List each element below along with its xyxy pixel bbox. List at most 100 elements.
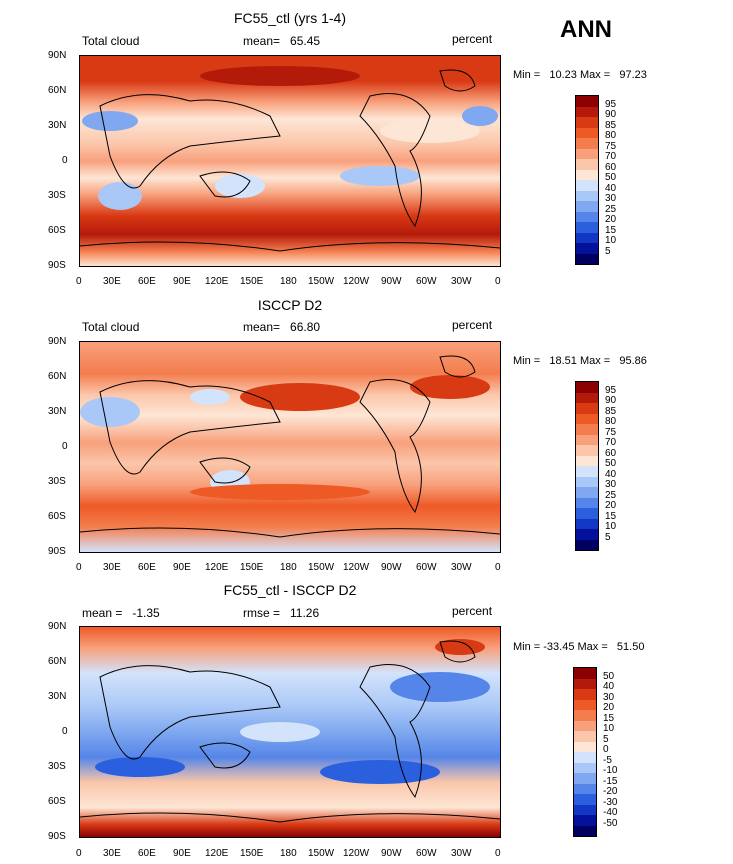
colorbar-label: 70 [605,151,617,162]
colorbar-swatch [576,201,598,212]
panel-minmax: Min = 10.23 Max = 97.23 [513,69,647,81]
cloud-field-map [80,342,500,552]
colorbar-swatch [574,783,596,794]
colorbar-label: 95 [605,98,617,110]
colorbar-swatch [576,180,598,191]
colorbar-swatch [576,392,598,403]
colorbar-swatch [576,169,598,180]
colorbar-label: 10 [605,235,617,246]
colorbar-label: 0 [603,744,609,755]
colorbar-swatch [574,720,596,731]
colorbar-swatch [574,678,596,689]
colorbar-label: 85 [605,119,617,131]
colorbar-swatch [576,497,598,508]
colorbar-swatch [576,382,598,393]
colorbar-label: 40 [605,468,617,480]
colorbar-swatch [576,138,598,149]
lon-tick: 120W [343,276,370,287]
lon-tick: 150W [308,562,335,573]
lat-tick: 30N [48,120,67,131]
colorbar-swatch [576,455,598,466]
lon-tick: 60E [138,848,156,859]
colorbar-label: 25 [605,489,617,501]
lon-tick: 120E [205,848,229,859]
colorbar-swatch [576,434,598,445]
colorbar-label: 5 [605,531,611,543]
colorbar-label: 40 [603,681,615,692]
lon-tick: 180 [280,848,297,859]
colorbar-label: 20 [603,702,615,713]
colorbar: 50 40 30 20 15 10 5 0 -5 -10 -15 -20 -30 -40 -50 [573,667,617,837]
colorbar-label: 60 [605,161,617,173]
lat-tick: 30N [48,406,67,417]
lat-tick: 90S [48,831,66,842]
colorbar-label: 80 [605,130,617,141]
lon-tick: 90W [381,276,402,287]
colorbar-label: 70 [605,437,617,448]
colorbar-swatch [574,794,596,805]
map-plot [79,55,501,267]
colorbar-swatch [576,232,598,243]
lon-tick: 60E [138,562,156,573]
colorbar-label: 50 [603,670,615,682]
colorbar-swatch [574,762,596,773]
panel-right-label: percent [452,604,493,618]
colorbar-swatch [574,752,596,763]
colorbar-label: 30 [605,193,617,204]
colorbar-swatch [576,424,598,435]
colorbar-swatches [575,95,599,265]
lat-tick: 60S [48,511,66,522]
lon-tick: 30E [103,848,121,859]
lon-tick: 60E [138,276,156,287]
lat-tick: 60N [48,656,67,667]
colorbar-label: -10 [603,765,618,776]
colorbar-label: 80 [605,416,617,427]
colorbar-label: 15 [605,510,617,522]
colorbar-swatch [576,222,598,233]
colorbar-label: 90 [605,395,617,406]
lon-tick: 0 [76,848,82,859]
colorbar-label: 50 [605,172,617,183]
colorbar-swatch [574,815,596,826]
colorbar-label: -40 [603,807,618,818]
lon-tick: 60W [416,276,437,287]
colorbar-swatch [574,668,596,679]
lat-tick: 30S [48,190,66,201]
panel-left-label: Total cloud [82,34,140,48]
panel-title: FC55_ctl (yrs 1-4) [233,10,347,26]
colorbar-swatch [574,804,596,815]
colorbar-label: 75 [605,426,617,438]
colorbar-label: 5 [603,733,609,745]
colorbar-swatch [574,773,596,784]
lon-tick: 90W [381,562,402,573]
colorbar-label: 25 [605,203,617,215]
lon-tick: 30W [451,276,472,287]
colorbar-swatch [576,508,598,519]
colorbar-label: 85 [605,405,617,417]
colorbar-swatches [573,667,597,837]
colorbar-label: 20 [605,214,617,225]
colorbar-label: 60 [605,447,617,459]
lon-tick: 0 [76,562,82,573]
colorbar-label: 30 [605,479,617,490]
lon-tick: 0 [76,276,82,287]
lat-tick: 60S [48,225,66,236]
lon-tick: 150W [308,276,335,287]
colorbar-swatch [576,413,598,424]
panel-minmax: Min = -33.45 Max = 51.50 [513,641,645,653]
lon-tick: 0 [495,276,501,287]
lon-tick: 120E [205,276,229,287]
panel-title: ISCCP D2 [257,297,323,313]
lon-tick: 120E [205,562,229,573]
lat-tick: 90N [48,50,67,61]
colorbar-swatch [576,159,598,170]
lon-tick: 30W [451,848,472,859]
colorbar-label: 30 [603,691,615,703]
colorbar-label: -20 [603,786,618,797]
lon-tick: 90W [381,848,402,859]
lon-tick: 180 [280,276,297,287]
lat-tick: 0 [62,155,68,166]
lat-tick: 60N [48,85,67,96]
colorbar-label: -5 [603,754,612,766]
lon-tick: 120W [343,848,370,859]
